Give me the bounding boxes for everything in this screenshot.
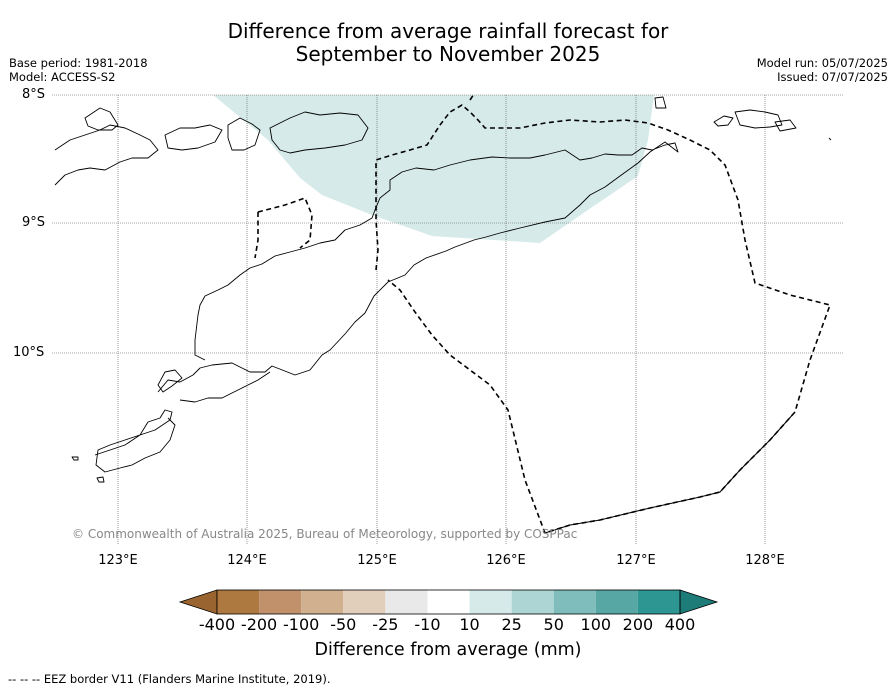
small-west-island [71, 456, 79, 461]
eez-borders [254, 93, 832, 534]
eez-wet-top [469, 93, 475, 101]
map-title-line2: September to November 2025 [295, 42, 601, 66]
colorbar-box [217, 590, 260, 614]
kisar-tip [828, 137, 832, 141]
lon-label-124e: 124°E [227, 553, 267, 568]
lembata-island [164, 124, 223, 151]
colorbar-tick-label: -10 [414, 615, 441, 634]
issued-date: Issued: 07/07/2025 [777, 70, 888, 84]
atauro-island [654, 96, 667, 109]
colorbar-tick-label: -400 [198, 615, 236, 634]
colorbar-box [427, 590, 470, 614]
rote-island [94, 409, 176, 473]
ndao-island [96, 476, 105, 483]
lon-label-128e: 128°E [745, 553, 785, 568]
colorbar-tick-label: 200 [622, 615, 654, 634]
map-gridlines [52, 94, 843, 545]
eez-oecusse-2 [254, 212, 259, 259]
colorbar-tick-label: 50 [543, 615, 564, 634]
copyright-notice: © Commonwealth of Australia 2025, Bureau… [72, 527, 578, 541]
lon-label-127e: 127°E [616, 553, 656, 568]
wetar-island [734, 109, 783, 129]
timor-north-coast [157, 141, 679, 393]
lon-label-126e: 126°E [486, 553, 526, 568]
colorbar [178, 589, 719, 615]
colorbar-border [216, 589, 681, 615]
colorbar-tick-label: -50 [330, 615, 357, 634]
map-title-line1: Difference from average rainfall forecas… [227, 19, 669, 43]
colorbar-box [553, 590, 596, 614]
colorbar-tick-label: 10 [459, 615, 480, 634]
meta-right: Model run: 05/07/2025 Issued: 07/07/2025 [757, 56, 888, 84]
eez-solid-segment [544, 411, 796, 534]
lon-label-123e: 123°E [98, 553, 138, 568]
colorbar-box [343, 590, 386, 614]
colorbar-tick-label: 25 [501, 615, 522, 634]
colorbar-tick-label: 400 [664, 615, 696, 634]
alor-island [269, 111, 369, 154]
base-period: Base period: 1981-2018 [9, 56, 148, 70]
eez-oecusse [257, 196, 313, 249]
colorbar-tick-label: -100 [283, 615, 320, 634]
colorbar-box [595, 590, 638, 614]
eez-timor-leste [375, 104, 832, 534]
colorbar-box [259, 590, 302, 614]
model-run: Model run: 05/07/2025 [756, 56, 888, 70]
colorbar-tick-label: -25 [372, 615, 399, 634]
semau-island [157, 369, 183, 393]
colorbar-tick-label: -200 [240, 615, 278, 634]
lon-label-125e: 125°E [357, 553, 397, 568]
flores-coast [54, 124, 159, 186]
map-title: Difference from average rainfall forecas… [0, 20, 896, 66]
colorbar-arrow-high [679, 589, 719, 615]
colorbar-box [469, 590, 512, 614]
model-name: Model: ACCESS-S2 [9, 70, 116, 84]
east-small-island [713, 115, 734, 127]
timor-south-coast [179, 371, 271, 403]
colorbar-tick-label: 100 [580, 615, 612, 634]
coastlines [54, 96, 832, 483]
lat-label-9s: 9°S [22, 215, 46, 230]
lat-label-8s: 8°S [22, 87, 46, 102]
colorbar-box [385, 590, 428, 614]
lat-label-10s: 10°S [13, 345, 45, 360]
colorbar-box [301, 590, 344, 614]
meta-left: Base period: 1981-2018 Model: ACCESS-S2 [9, 56, 148, 84]
pantar-island [227, 117, 261, 151]
colorbar-box [511, 590, 554, 614]
eez-legend-note: -- -- -- EEZ border V11 (Flanders Marine… [8, 672, 331, 686]
colorbar-arrow-low [178, 589, 218, 615]
colorbar-box [637, 590, 680, 614]
colorbar-title: Difference from average (mm) [314, 640, 582, 660]
east-small-island-2 [774, 119, 797, 132]
solor-island [84, 107, 119, 131]
forecast-wet-region [213, 95, 654, 243]
